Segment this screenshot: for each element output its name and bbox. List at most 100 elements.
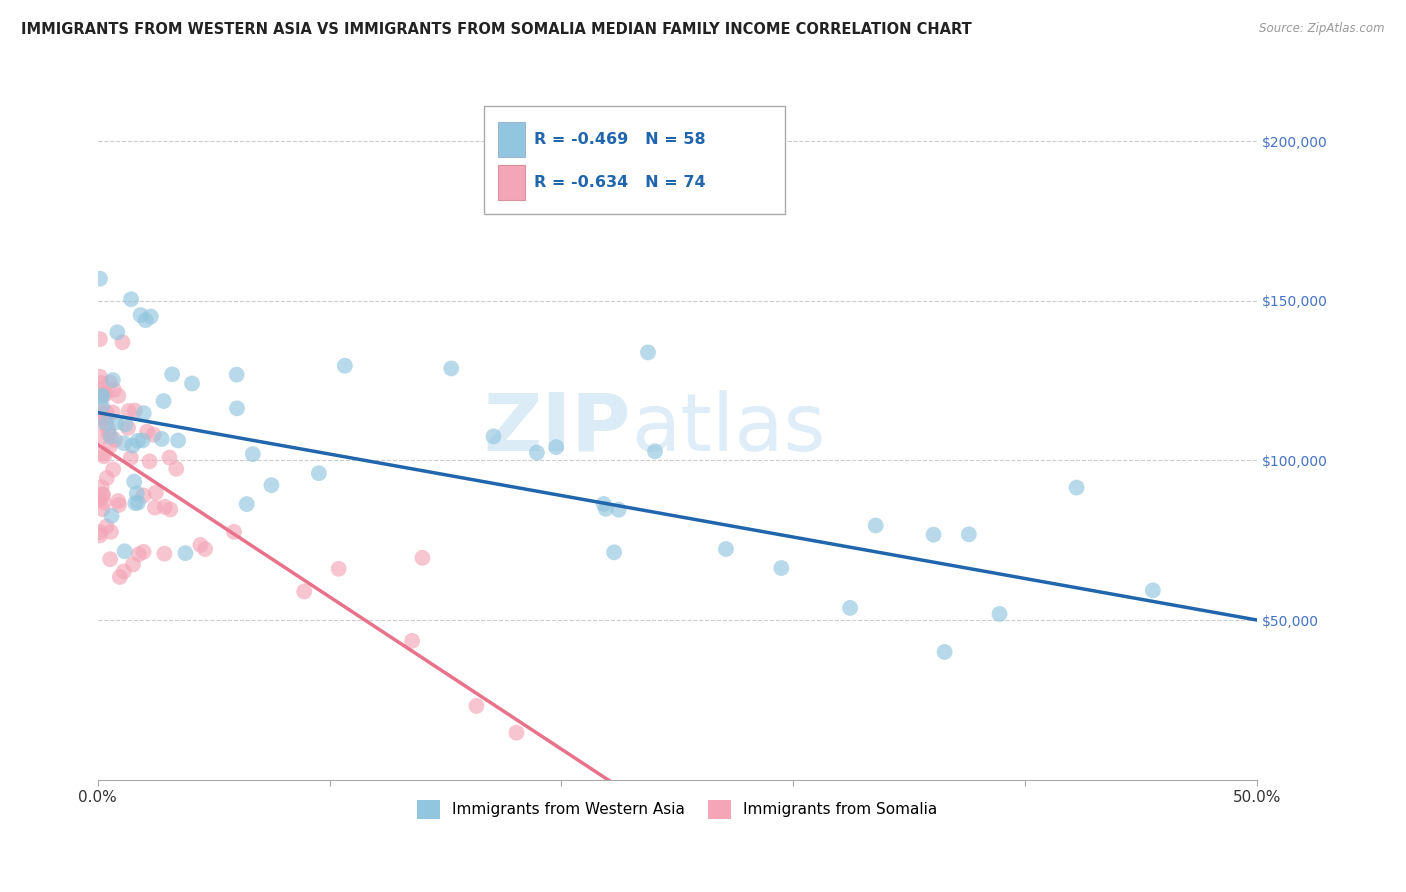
- Point: [96, 519, 118, 533]
- Point: [91, 430, 114, 444]
- Point: [91, 502, 114, 516]
- Point: [105, 326, 128, 340]
- Point: [89, 395, 111, 409]
- Point: [222, 524, 245, 539]
- Point: [111, 335, 134, 350]
- Point: [91, 389, 114, 403]
- Point: [128, 547, 150, 561]
- Point: [101, 405, 124, 419]
- Point: [90, 376, 112, 390]
- Point: [482, 429, 505, 443]
- Point: [922, 527, 945, 541]
- Point: [153, 500, 176, 514]
- Point: [89, 271, 111, 285]
- Point: [125, 486, 148, 500]
- Point: [1066, 481, 1088, 495]
- Point: [117, 421, 139, 435]
- Point: [770, 561, 793, 575]
- Point: [167, 434, 190, 448]
- Point: [89, 524, 111, 539]
- Point: [97, 422, 120, 436]
- Point: [127, 434, 149, 448]
- Text: atlas: atlas: [631, 390, 825, 467]
- FancyBboxPatch shape: [484, 105, 785, 214]
- Point: [865, 518, 887, 533]
- Point: [505, 725, 527, 739]
- Point: [762, 805, 785, 819]
- Point: [89, 332, 111, 346]
- Point: [90, 390, 112, 404]
- Point: [150, 432, 173, 446]
- Point: [834, 805, 856, 819]
- Point: [714, 542, 737, 557]
- Point: [260, 478, 283, 492]
- Point: [159, 502, 181, 516]
- Point: [174, 546, 197, 560]
- FancyBboxPatch shape: [498, 164, 526, 200]
- Point: [90, 480, 112, 494]
- Point: [132, 545, 155, 559]
- Point: [89, 415, 111, 429]
- Point: [93, 449, 115, 463]
- Point: [242, 447, 264, 461]
- Point: [89, 383, 111, 397]
- Point: [225, 368, 247, 382]
- Text: Source: ZipAtlas.com: Source: ZipAtlas.com: [1260, 22, 1385, 36]
- Point: [988, 607, 1011, 621]
- Point: [93, 386, 115, 401]
- Point: [129, 308, 152, 322]
- Point: [308, 466, 330, 480]
- Point: [89, 411, 111, 425]
- Point: [114, 544, 136, 558]
- Point: [328, 562, 350, 576]
- Point: [104, 433, 127, 447]
- Point: [226, 401, 249, 416]
- Point: [89, 492, 111, 507]
- Point: [333, 359, 356, 373]
- Point: [89, 369, 111, 384]
- Point: [934, 645, 956, 659]
- Point: [703, 803, 725, 817]
- Point: [121, 439, 143, 453]
- Point: [160, 368, 183, 382]
- Point: [142, 427, 165, 442]
- Point: [100, 524, 122, 539]
- Point: [127, 495, 149, 509]
- Point: [138, 454, 160, 468]
- Text: R = -0.469   N = 58: R = -0.469 N = 58: [533, 132, 706, 147]
- Point: [132, 488, 155, 502]
- FancyBboxPatch shape: [498, 122, 526, 158]
- Point: [98, 439, 121, 453]
- Point: [100, 508, 122, 523]
- Point: [91, 407, 114, 421]
- Point: [440, 361, 463, 376]
- Point: [103, 383, 125, 397]
- Point: [108, 498, 131, 512]
- Point: [107, 389, 129, 403]
- Point: [93, 495, 115, 509]
- Text: R = -0.634   N = 74: R = -0.634 N = 74: [533, 175, 706, 190]
- Point: [607, 502, 630, 516]
- Point: [839, 601, 862, 615]
- Point: [401, 633, 423, 648]
- Point: [94, 387, 117, 401]
- Point: [603, 545, 626, 559]
- Point: [546, 440, 568, 454]
- Point: [91, 399, 114, 413]
- Point: [637, 345, 659, 359]
- Point: [1142, 583, 1164, 598]
- Point: [292, 584, 315, 599]
- Point: [621, 788, 644, 802]
- Point: [124, 403, 146, 417]
- Point: [579, 805, 602, 819]
- Point: [159, 450, 181, 465]
- Point: [120, 292, 142, 306]
- Point: [97, 427, 120, 442]
- Point: [644, 444, 666, 458]
- Point: [153, 547, 176, 561]
- Point: [181, 376, 204, 391]
- Point: [120, 450, 142, 465]
- Point: [122, 558, 145, 572]
- Point: [108, 570, 131, 584]
- Point: [91, 488, 114, 502]
